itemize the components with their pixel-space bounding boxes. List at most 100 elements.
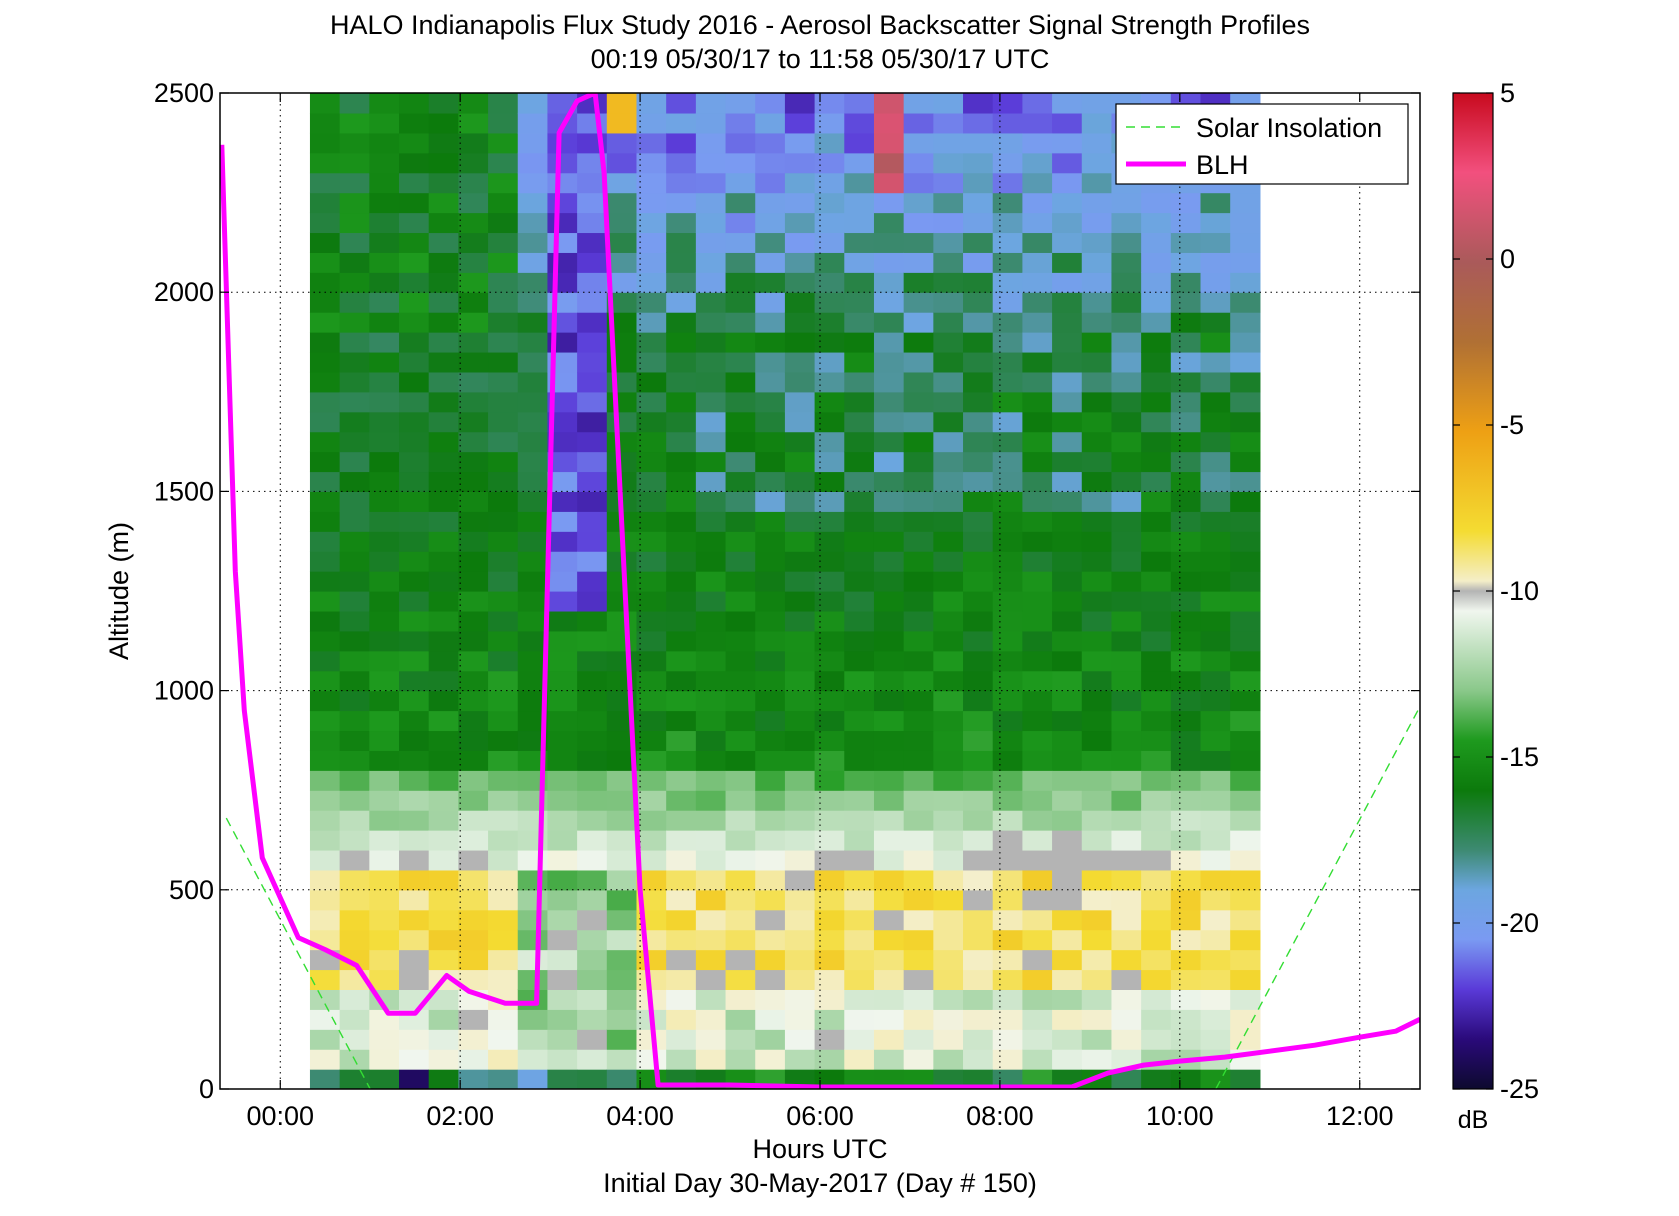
heatmap-cell — [844, 610, 875, 632]
heatmap-cell — [517, 690, 549, 712]
heatmap-cell — [1111, 232, 1142, 253]
heatmap-cell — [755, 391, 786, 413]
heatmap-cell — [577, 391, 608, 413]
heatmap-cell — [1230, 551, 1261, 572]
heatmap-cell — [1170, 451, 1202, 473]
heatmap-cell — [666, 93, 697, 114]
heatmap-cell — [903, 112, 934, 134]
heatmap-cell — [458, 551, 489, 572]
heatmap-cell — [577, 730, 608, 751]
heatmap-cell — [873, 810, 905, 831]
heatmap-cell — [458, 1069, 489, 1089]
heatmap-cell — [309, 1049, 341, 1070]
heatmap-cell — [458, 491, 489, 512]
heatmap-cell — [695, 431, 727, 453]
heatmap-cell — [458, 1009, 489, 1030]
heatmap-cell — [547, 750, 578, 771]
heatmap-cell — [784, 591, 816, 612]
heatmap-cell — [606, 252, 638, 273]
heatmap-cell — [933, 909, 964, 931]
heatmap-cell — [1111, 670, 1142, 692]
heatmap-cell — [309, 152, 341, 174]
heatmap-cell — [1052, 411, 1083, 433]
heatmap-cell — [844, 93, 875, 114]
heatmap-cell — [1141, 790, 1172, 811]
heatmap-cell — [339, 1009, 370, 1030]
heatmap-cell — [873, 670, 905, 692]
heatmap-cell — [1052, 172, 1083, 194]
heatmap-cell — [1081, 212, 1113, 234]
heatmap-cell — [309, 272, 341, 293]
heatmap-cell — [963, 929, 994, 951]
heatmap-cell — [933, 351, 964, 373]
heatmap-cell — [1200, 451, 1231, 473]
heatmap-cell — [369, 152, 400, 174]
heatmap-cell — [992, 670, 1023, 692]
heatmap-cell — [844, 591, 875, 612]
heatmap-cell — [666, 531, 697, 552]
heatmap-cell — [755, 93, 786, 114]
heatmap-cell — [666, 610, 697, 632]
heatmap-cell — [963, 471, 994, 492]
heatmap-cell — [309, 869, 341, 891]
heatmap-cell — [577, 112, 608, 134]
heatmap-cell — [1170, 889, 1202, 911]
heatmap-cell — [992, 292, 1023, 313]
heatmap-cell — [992, 591, 1023, 612]
heatmap-cell — [873, 391, 905, 413]
heatmap-cell — [606, 610, 638, 632]
heatmap-cell — [369, 690, 400, 712]
heatmap-cell — [1230, 312, 1261, 333]
heatmap-cell — [1200, 929, 1231, 951]
heatmap-cell — [844, 1049, 875, 1070]
heatmap-cell — [725, 332, 756, 353]
chart-subtitle: 00:19 05/30/17 to 11:58 05/30/17 UTC — [591, 44, 1050, 74]
heatmap-cell — [606, 770, 638, 791]
heatmap-cell — [933, 750, 964, 771]
heatmap-cell — [1230, 650, 1261, 672]
heatmap-cell — [369, 551, 400, 572]
heatmap-cell — [1230, 909, 1261, 931]
heatmap-cell — [873, 591, 905, 612]
heatmap-cell — [1170, 511, 1202, 532]
heatmap-cell — [903, 132, 934, 154]
heatmap-cell — [1081, 431, 1113, 453]
heatmap-cell — [666, 929, 697, 951]
heatmap-cell — [636, 531, 667, 552]
heatmap-cell — [784, 909, 816, 931]
heatmap-cell — [1170, 471, 1202, 492]
heatmap-cell — [636, 272, 667, 293]
heatmap-cell — [1052, 849, 1083, 871]
heatmap-cell — [844, 471, 875, 492]
heatmap-cell — [725, 1049, 756, 1070]
blh-line — [220, 93, 1420, 1089]
heatmap-cell — [488, 690, 519, 712]
heatmap-cell — [636, 1049, 667, 1070]
heatmap-cell — [814, 232, 845, 253]
heatmap-cell — [309, 371, 341, 393]
heatmap-cell — [1111, 371, 1142, 393]
heatmap-cell — [1081, 869, 1113, 891]
heatmap-cell — [1111, 312, 1142, 333]
heatmap-cell — [1141, 511, 1172, 532]
heatmap-cell — [339, 571, 370, 592]
heatmap-cell — [963, 1069, 994, 1089]
heatmap-cell — [1111, 1029, 1142, 1050]
heatmap-cell — [369, 232, 400, 253]
heatmap-cell — [577, 1069, 608, 1089]
heatmap-cell — [844, 929, 875, 951]
heatmap-cell — [399, 650, 430, 672]
heatmap-cell — [1200, 571, 1231, 592]
heatmap-cell — [1141, 909, 1172, 931]
heatmap-cell — [1111, 192, 1142, 214]
heatmap-cell — [369, 531, 400, 552]
heatmap-cell — [1141, 391, 1172, 413]
heatmap-cell — [755, 172, 786, 194]
heatmap-cell — [755, 949, 786, 971]
heatmap-cell — [1200, 730, 1231, 751]
heatmap-cell — [695, 531, 727, 552]
heatmap-cell — [666, 411, 697, 433]
heatmap-cell — [547, 471, 578, 492]
heatmap-cell — [844, 889, 875, 911]
heatmap-cell — [695, 889, 727, 911]
